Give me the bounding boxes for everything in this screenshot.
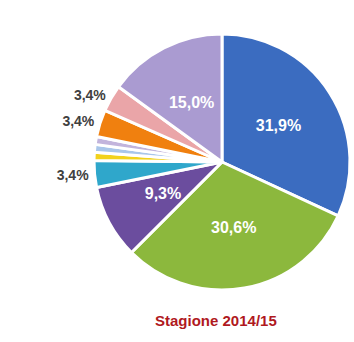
svg-text:15,0%: 15,0% — [169, 94, 214, 111]
svg-text:31,9%: 31,9% — [256, 117, 301, 134]
svg-text:3,4%: 3,4% — [57, 167, 89, 183]
svg-text:9,3%: 9,3% — [145, 185, 181, 202]
svg-text:30,6%: 30,6% — [211, 219, 256, 236]
svg-text:3,4%: 3,4% — [62, 113, 94, 129]
svg-text:3,4%: 3,4% — [74, 87, 106, 103]
svg-text:Stagione 2014/15: Stagione 2014/15 — [155, 312, 277, 329]
